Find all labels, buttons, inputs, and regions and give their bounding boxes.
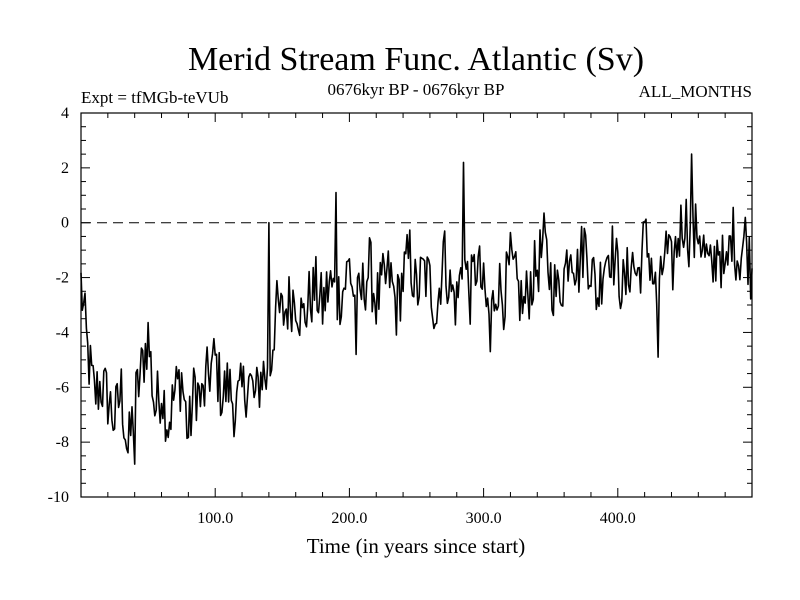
y-tick-label: -6 xyxy=(56,379,69,396)
series-layer xyxy=(80,153,753,465)
x-tick-label: 400.0 xyxy=(600,510,636,527)
y-tick-label: -4 xyxy=(56,324,69,341)
axis-layer: 100.0 200.0 300.0 400.0 4 2 0 -2 -4 -6 -8 -10 xyxy=(48,105,752,527)
y-tick-label: 0 xyxy=(61,215,69,232)
y-tick-label: -2 xyxy=(56,270,69,287)
x-axis-label: Time (in years since start) xyxy=(307,534,526,558)
x-tick-label: 100.0 xyxy=(197,510,233,527)
y-tick-label: 4 xyxy=(61,105,69,122)
y-tick-label: -10 xyxy=(48,489,69,506)
series-line xyxy=(80,153,753,465)
plot-frame xyxy=(80,112,753,498)
y-tick-label: 2 xyxy=(61,160,69,177)
x-tick-label: 300.0 xyxy=(466,510,502,527)
y-tick-label: -8 xyxy=(56,434,69,451)
x-tick-label: 200.0 xyxy=(331,510,367,527)
period-label: 0676kyr BP - 0676kyr BP xyxy=(328,80,505,99)
experiment-label: Expt = tfMGb-teVUb xyxy=(81,88,228,107)
season-label: ALL_MONTHS xyxy=(639,82,752,101)
chart-title: Merid Stream Func. Atlantic (Sv) xyxy=(188,41,644,78)
